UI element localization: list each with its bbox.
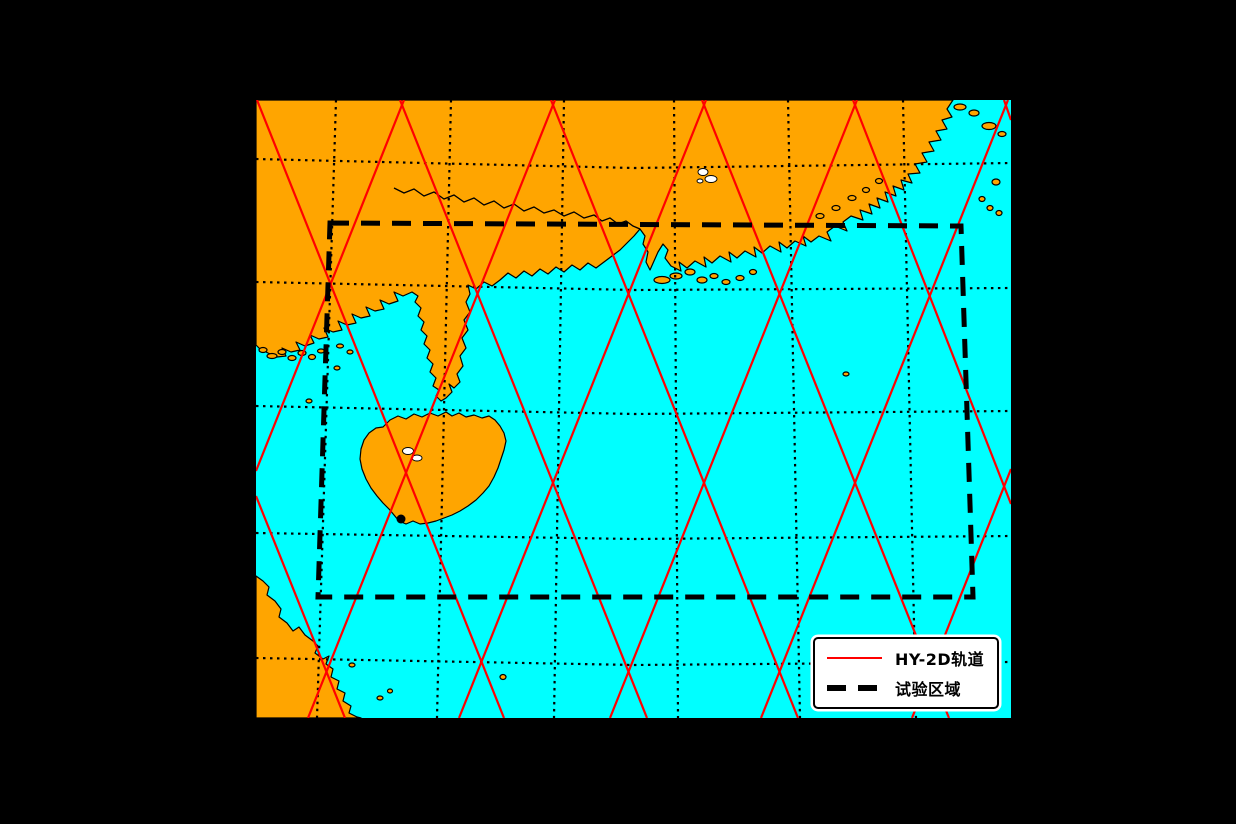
- island: [995, 209, 1003, 217]
- legend: HY-2D轨道 试验区域: [813, 637, 999, 709]
- island: [305, 398, 313, 404]
- island: [968, 109, 980, 117]
- orbit-track-line: [256, 100, 506, 718]
- orbit-track-line: [256, 495, 347, 718]
- island: [991, 178, 1001, 186]
- island: [258, 346, 268, 354]
- island: [653, 275, 671, 285]
- island: [684, 268, 696, 276]
- island: [847, 194, 857, 202]
- orbit-track-line: [1002, 100, 1011, 121]
- orbit-track-line: [457, 100, 708, 718]
- orbit-track-line: [700, 100, 951, 718]
- island: [815, 212, 825, 220]
- orbit-track-line: [549, 100, 800, 718]
- lake: [402, 447, 414, 455]
- orbit-track-line: [398, 100, 649, 718]
- island: [307, 353, 317, 361]
- island: [277, 348, 287, 356]
- island: [748, 268, 758, 276]
- island: [981, 121, 997, 131]
- island: [986, 204, 994, 212]
- test-area-swatch-icon: [827, 684, 882, 691]
- lake: [704, 175, 718, 183]
- island: [696, 276, 708, 284]
- island: [997, 130, 1007, 138]
- orbit-line-swatch-icon: [827, 657, 882, 660]
- island: [376, 695, 384, 701]
- legend-item-test-area: 试验区域: [827, 676, 985, 700]
- island: [978, 195, 986, 203]
- legend-item-orbit: HY-2D轨道: [827, 646, 985, 670]
- meridian-gridline: [786, 100, 802, 718]
- test-area-outline: [315, 220, 976, 600]
- island: [831, 204, 841, 212]
- islands: [258, 103, 1007, 701]
- island: [874, 177, 884, 185]
- island: [721, 278, 731, 286]
- meridian-gridline: [435, 100, 453, 718]
- station-marker: [396, 514, 406, 524]
- lake: [697, 168, 709, 176]
- parallel-gridline: [256, 404, 1011, 416]
- island: [266, 352, 278, 360]
- orbit-track-line: [759, 100, 1010, 718]
- island: [709, 272, 719, 280]
- island: [287, 354, 297, 362]
- island: [499, 673, 507, 681]
- island: [953, 103, 967, 111]
- island: [735, 274, 745, 282]
- island: [386, 688, 394, 694]
- island: [335, 343, 345, 349]
- orbit-track-line: [608, 100, 859, 718]
- island: [842, 371, 850, 377]
- orbit-track-line: [851, 100, 1011, 505]
- lakes: [402, 168, 718, 462]
- meridian-gridline: [552, 100, 566, 718]
- parallel-gridline: [256, 157, 1011, 170]
- island: [333, 365, 341, 371]
- lake: [696, 178, 704, 184]
- island: [346, 349, 354, 355]
- island: [861, 186, 871, 194]
- legend-label-test-area: 试验区域: [895, 679, 962, 699]
- coastline-vietnam: [256, 575, 362, 718]
- meridian-gridline: [672, 100, 680, 718]
- map-canvas: [256, 100, 1011, 718]
- island: [348, 662, 356, 668]
- legend-label-orbit: HY-2D轨道: [895, 650, 985, 670]
- parallel-gridline: [256, 280, 1011, 292]
- orbit-track-line: [306, 100, 557, 718]
- meridian-gridline: [901, 100, 918, 718]
